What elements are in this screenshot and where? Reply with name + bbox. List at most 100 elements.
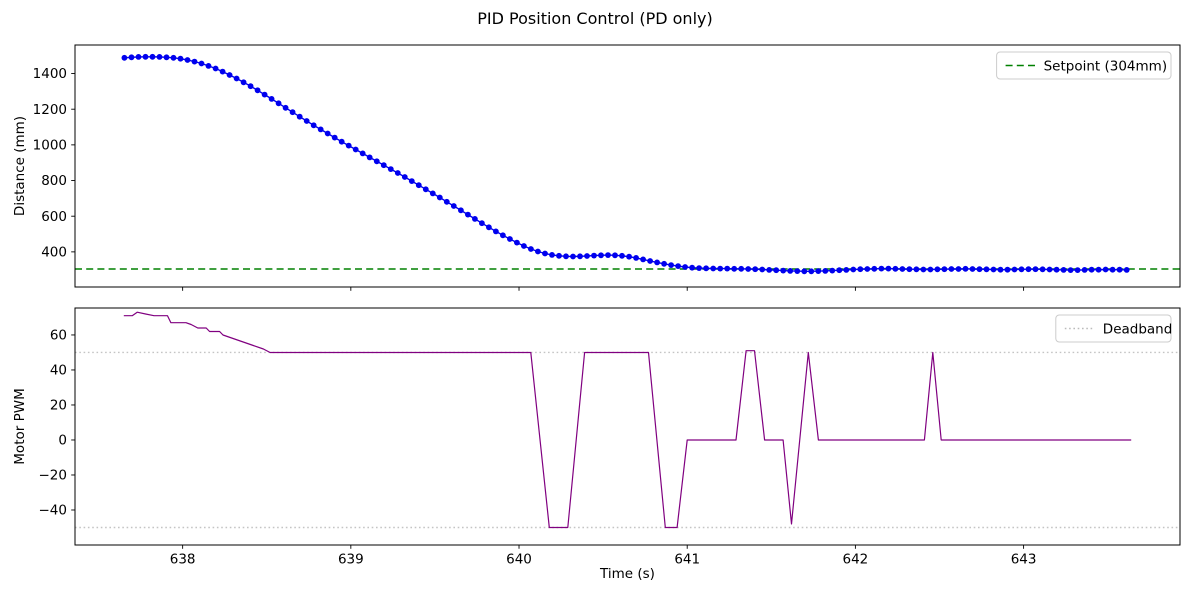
- distance-marker: [710, 265, 717, 272]
- chart-distance: 400 600 800 1000 1200 1400 Distance (mm) Setpoi…: [12, 44, 1181, 291]
- distance-marker: [780, 267, 787, 274]
- distance-marker: [934, 266, 941, 273]
- distance-marker: [514, 239, 520, 246]
- x-axis-label: Time (s): [599, 566, 655, 582]
- legend-label: Setpoint (304mm): [1044, 58, 1168, 74]
- distance-marker: [696, 265, 702, 271]
- distance-marker: [591, 252, 597, 259]
- distance-marker: [969, 266, 976, 272]
- distance-marker: [135, 54, 142, 60]
- distance-marker: [373, 158, 380, 165]
- distance-marker: [535, 248, 541, 255]
- distance-marker: [528, 246, 534, 252]
- distance-marker: [626, 253, 632, 260]
- distance-marker: [233, 75, 240, 82]
- distance-marker: [507, 236, 513, 242]
- distance-marker: [177, 55, 184, 62]
- distance-marker: [752, 266, 759, 273]
- distance-marker: [486, 224, 492, 231]
- distance-marker: [682, 264, 688, 270]
- distance-marker: [892, 265, 899, 272]
- distance-marker: [906, 266, 913, 273]
- distance-marker: [766, 267, 773, 273]
- distance-marker: [584, 253, 590, 259]
- chart-pwm: 638 639 640 641 642 643 −40 −20 0 20 40 60 Motor PWM…: [12, 307, 1181, 582]
- distance-marker: [366, 154, 373, 161]
- x-tick-label: 640: [506, 552, 532, 568]
- distance-marker: [717, 265, 724, 272]
- distance-marker: [450, 203, 457, 209]
- distance-marker: [759, 266, 766, 273]
- distance-marker: [570, 253, 576, 260]
- distance-marker: [170, 54, 177, 61]
- x-tick-label: 642: [843, 552, 869, 568]
- distance-marker: [465, 211, 471, 218]
- distance-marker: [1081, 267, 1088, 273]
- distance-marker: [836, 267, 843, 274]
- distance-marker: [675, 263, 681, 269]
- distance-marker: [899, 266, 906, 272]
- legend-label: Deadband: [1103, 321, 1173, 337]
- distance-marker: [829, 267, 836, 274]
- distance-marker: [156, 54, 163, 60]
- distance-marker: [794, 268, 801, 274]
- y-tick-label: 60: [50, 328, 67, 344]
- distance-marker: [408, 178, 415, 185]
- distance-marker: [163, 54, 170, 61]
- distance-marker: [275, 100, 282, 107]
- distance-marker: [247, 83, 254, 90]
- distance-marker: [303, 118, 310, 124]
- distance-marker: [458, 207, 464, 214]
- y-tick-label: 40: [50, 363, 67, 379]
- distance-marker: [1018, 266, 1025, 273]
- distance-marker: [1032, 266, 1039, 273]
- distance-marker: [598, 252, 604, 259]
- distance-marker: [549, 252, 555, 258]
- distance-marker: [212, 65, 219, 72]
- distance-marker: [1102, 266, 1109, 273]
- distance-marker: [198, 60, 205, 67]
- distance-marker: [850, 266, 857, 273]
- distance-marker: [955, 266, 962, 272]
- distance-marker: [1004, 266, 1011, 273]
- y-tick-label: 1400: [33, 66, 67, 82]
- distance-marker: [1109, 266, 1116, 273]
- y-tick-label: −20: [39, 468, 68, 484]
- axes-spines: [74, 307, 1181, 546]
- distance-marker: [1025, 266, 1032, 273]
- distance-series-line: [124, 56, 1127, 272]
- distance-marker: [394, 170, 401, 176]
- distance-marker: [885, 265, 892, 272]
- y-tick-label: 600: [41, 209, 67, 225]
- distance-marker: [401, 174, 408, 180]
- distance-marker: [205, 63, 212, 69]
- distance-marker: [815, 268, 822, 274]
- legend-box: [996, 51, 1172, 80]
- distance-marker: [745, 266, 752, 272]
- distance-marker: [493, 228, 499, 235]
- distance-marker: [990, 266, 997, 273]
- distance-marker: [773, 267, 780, 274]
- distance-marker: [436, 194, 443, 201]
- distance-series-markers: [121, 53, 1130, 275]
- distance-marker: [703, 265, 709, 272]
- x-tick-label: 641: [674, 552, 700, 568]
- distance-marker: [822, 268, 829, 274]
- distance-marker: [345, 142, 352, 149]
- distance-marker: [240, 79, 247, 86]
- distance-marker: [808, 268, 815, 275]
- distance-marker: [359, 150, 366, 157]
- distance-marker: [563, 253, 569, 260]
- distance-marker: [948, 266, 955, 272]
- distance-marker: [927, 266, 934, 273]
- distance-marker: [149, 53, 156, 60]
- axes-spines: [74, 44, 1181, 288]
- distance-marker: [184, 57, 191, 63]
- distance-marker: [310, 122, 317, 129]
- distance-marker: [640, 256, 646, 263]
- distance-marker: [724, 265, 731, 272]
- figure-title: PID Position Control (PD only): [477, 9, 712, 28]
- x-tick-label: 638: [170, 552, 196, 568]
